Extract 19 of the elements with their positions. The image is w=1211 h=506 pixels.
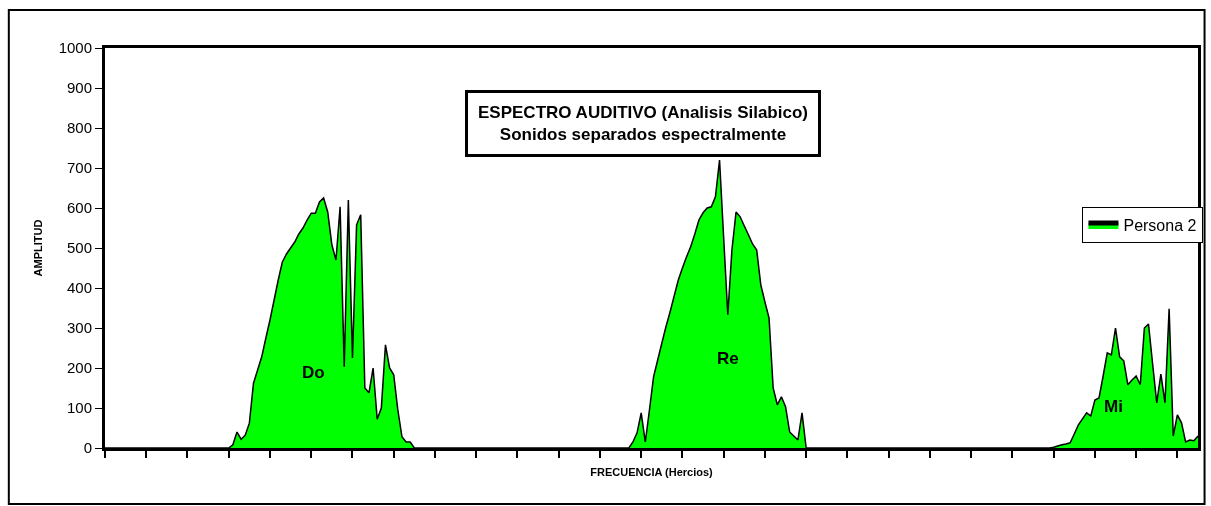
y-tick-label: 0 xyxy=(83,439,92,457)
text: ESPECTRO AUDITIVO (Analisis Silabico) xyxy=(478,103,808,122)
x-axis-title: FRECUENCIA (Hercios) xyxy=(590,466,714,479)
text: Sonidos separados espectralmente xyxy=(499,125,787,145)
y-tick-label: 200 xyxy=(66,359,92,377)
y-tick-label: 600 xyxy=(66,199,92,217)
y-tick-label: 100 xyxy=(66,399,92,417)
y-axis-title: AMPLITUD xyxy=(32,219,45,277)
y-tick-label: 500 xyxy=(66,239,92,257)
y-tick-label: 1000 xyxy=(58,39,92,57)
y-tick-label: 300 xyxy=(66,319,92,337)
annotation: Mi xyxy=(1104,397,1123,416)
y-tick-label: 900 xyxy=(66,79,92,97)
annotation: Re xyxy=(717,349,739,368)
annotation: Do xyxy=(302,363,325,382)
y-tick-label: 800 xyxy=(66,119,92,137)
y-tick-label: 400 xyxy=(66,279,92,297)
legend-label: Persona 2 xyxy=(1123,217,1197,235)
y-tick-label: 700 xyxy=(66,159,92,177)
